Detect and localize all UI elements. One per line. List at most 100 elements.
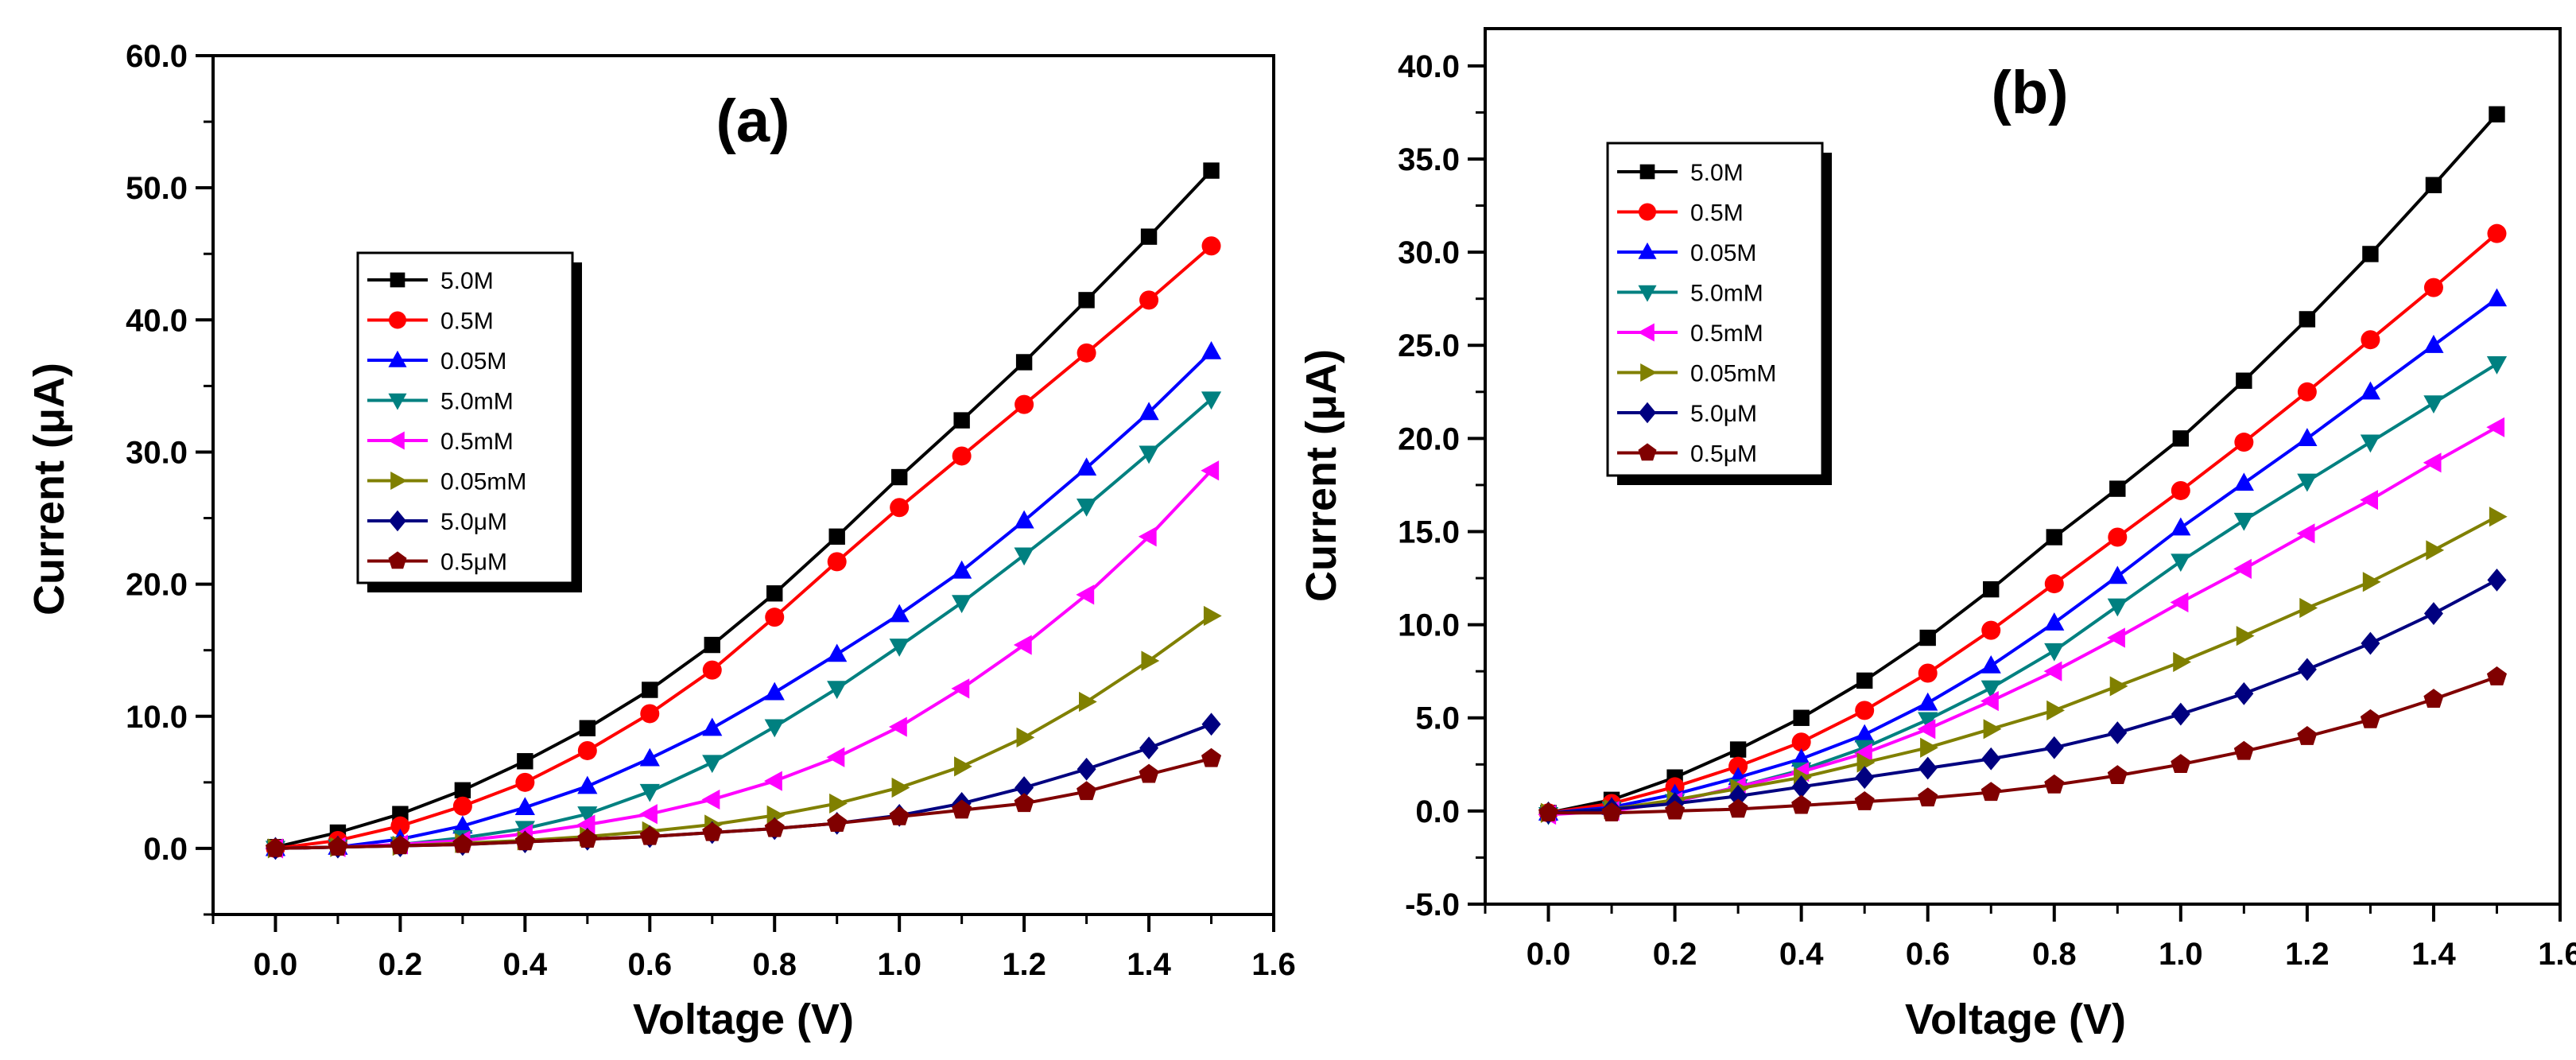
data-point (1077, 343, 1096, 363)
data-point (2108, 527, 2128, 547)
data-point (1014, 793, 1034, 813)
data-point (2043, 661, 2062, 681)
data-point (2489, 507, 2508, 527)
data-point (1201, 747, 1222, 767)
legend-entry: 5.0μM (1617, 401, 1757, 427)
data-point (1728, 798, 1748, 818)
y-tick-label: 20.0 (126, 568, 188, 603)
legend-entry: 0.5M (1617, 200, 1744, 227)
data-point (2423, 452, 2442, 473)
legend-marker (390, 272, 405, 288)
legend-marker (1638, 443, 1657, 461)
x-tick-label: 0.6 (627, 947, 672, 982)
data-point (1729, 741, 1747, 758)
data-point (2044, 574, 2064, 594)
data-point (2044, 612, 2065, 631)
series-8 (265, 747, 1222, 857)
data-point (1980, 691, 1999, 712)
data-point (2233, 558, 2252, 579)
data-point (764, 771, 782, 791)
series-8 (1538, 666, 2508, 821)
x-axis-title: Voltage (V) (633, 996, 854, 1043)
legend-marker (1638, 242, 1657, 259)
data-point (889, 639, 910, 657)
data-point (2046, 700, 2065, 720)
x-tick-label: 0.8 (2032, 937, 2077, 972)
data-point (2233, 512, 2254, 531)
data-point (1853, 743, 1872, 763)
y-tick-label: 50.0 (126, 171, 188, 206)
data-point (1201, 712, 1221, 736)
data-point (1855, 766, 1875, 790)
data-point (1139, 290, 1159, 310)
legend-entry: 0.05mM (1617, 361, 1776, 387)
data-point (514, 797, 535, 816)
data-point (2487, 568, 2507, 592)
series-line (1548, 675, 2498, 815)
data-point (1791, 732, 1811, 752)
data-point (2233, 472, 2254, 491)
data-point (1856, 672, 1873, 689)
data-point (2109, 676, 2128, 697)
legend: 5.0M 0.5M 0.05M 5.0mM 0.5mM 0.05mM 5.0μM 0.5μM (356, 251, 582, 592)
legend-label: 5.0mM (1690, 281, 1763, 307)
data-point (1918, 756, 1938, 780)
data-point (702, 660, 722, 680)
legend-entry: 5.0μM (367, 509, 507, 535)
x-tick-label: 0.2 (378, 947, 423, 982)
y-tick-label: 10.0 (126, 700, 188, 735)
data-point (702, 821, 723, 841)
x-tick-label: 0.0 (254, 947, 298, 982)
data-point (1981, 747, 2001, 771)
data-point (2423, 335, 2444, 353)
data-point (1919, 629, 1936, 646)
data-point (2297, 428, 2318, 446)
data-point (702, 717, 723, 736)
legend-entry: 0.5mM (1617, 320, 1763, 347)
legend-label: 0.05M (1690, 240, 1756, 266)
data-point (2486, 666, 2508, 685)
data-point (889, 604, 910, 623)
series-line (275, 350, 1212, 850)
legend-label: 0.5mM (440, 429, 514, 455)
x-tick-label: 0.0 (1527, 937, 1571, 972)
panel-label: (a) (716, 87, 790, 155)
data-point (1013, 635, 1032, 655)
data-point (1201, 460, 1220, 481)
data-point (1076, 457, 1097, 476)
data-point (954, 756, 972, 777)
data-point (2044, 774, 2065, 794)
data-point (1139, 402, 1159, 421)
x-tick-label: 0.6 (1906, 937, 1950, 972)
legend-label: 5.0μM (440, 509, 507, 535)
legend-marker (387, 431, 405, 450)
data-point (1791, 794, 1812, 814)
x-tick-label: 1.0 (2159, 937, 2203, 972)
data-point (2362, 246, 2379, 262)
data-point (640, 704, 660, 724)
legend-marker (1639, 164, 1655, 180)
legend-marker (389, 510, 406, 532)
x-axis-title: Voltage (V) (1905, 996, 2126, 1043)
data-point (2360, 381, 2381, 400)
data-point (517, 753, 533, 770)
data-point (452, 815, 473, 834)
data-point (1917, 719, 1936, 740)
data-point (2109, 480, 2126, 497)
data-point (514, 831, 535, 851)
legend-entry: 5.0M (1617, 160, 1744, 186)
data-point (1014, 510, 1034, 529)
x-tick-label: 1.6 (1251, 947, 1296, 982)
data-point (2044, 643, 2065, 662)
data-point (2297, 725, 2318, 745)
data-point (577, 775, 598, 794)
data-point (265, 837, 286, 857)
data-point (1918, 663, 1938, 683)
data-point (1078, 691, 1097, 712)
data-point (2489, 106, 2505, 122)
y-tick-label: -5.0 (1405, 887, 1460, 922)
data-point (1854, 790, 1875, 810)
data-point (2297, 473, 2318, 492)
data-point (2487, 223, 2507, 243)
